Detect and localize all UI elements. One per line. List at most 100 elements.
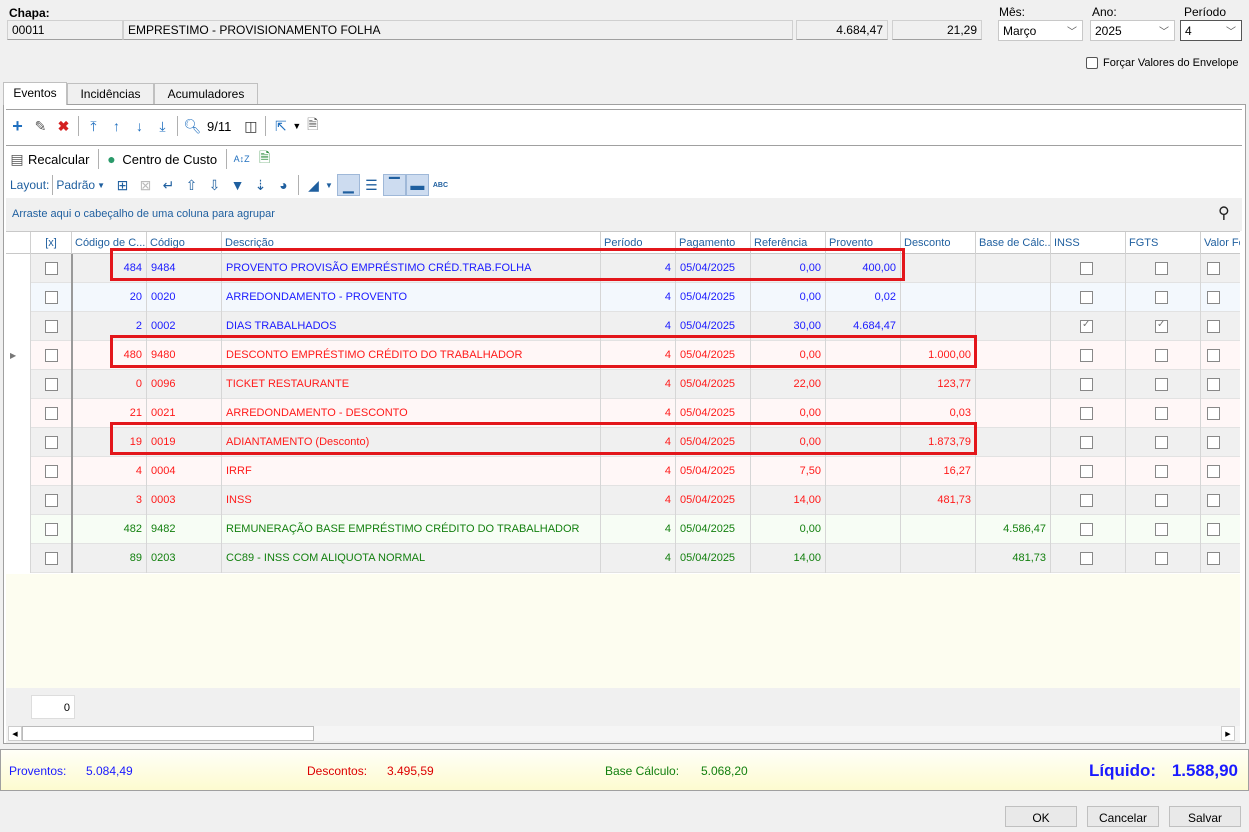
checkbox[interactable] [1207, 465, 1220, 478]
checkbox[interactable] [1207, 552, 1220, 565]
row-indicator[interactable] [6, 515, 30, 544]
checkbox[interactable] [1080, 407, 1093, 420]
checkbox[interactable] [1080, 349, 1093, 362]
edit-pencil-icon[interactable]: ✎ [34, 117, 47, 134]
checkbox[interactable] [45, 407, 58, 420]
mes-select[interactable]: Março ﹀ [998, 20, 1083, 41]
checkbox[interactable] [45, 436, 58, 449]
column-header[interactable]: Código [146, 232, 221, 254]
checkbox[interactable] [45, 320, 58, 333]
move-up-icon[interactable]: ⇧ [185, 176, 198, 193]
chart-icon[interactable]: ◢ [308, 176, 319, 193]
recalcular-button[interactable]: Recalcular [28, 151, 90, 167]
table-row[interactable]: 20 0020 ARREDONDAMENTO - PROVENTO 4 05/04/20… [6, 283, 1240, 312]
export-icon[interactable]: ⇱ [274, 117, 287, 134]
row-indicator[interactable] [6, 312, 30, 341]
checkbox[interactable] [1080, 523, 1093, 536]
checkbox[interactable] [45, 523, 58, 536]
checkbox[interactable] [1155, 319, 1168, 333]
checkbox[interactable] [1207, 494, 1220, 507]
column-header[interactable]: Base de Cálc... [975, 232, 1050, 254]
table-row[interactable]: 482 9482 REMUNERAÇÃO BASE EMPRÉSTIMO CRÉDI… [6, 515, 1240, 544]
checkbox[interactable] [1080, 552, 1093, 565]
group-panel-icon[interactable]: ▬ [405, 174, 429, 196]
add-row-icon[interactable]: ⊞ [116, 176, 129, 193]
column-header[interactable]: Provento [825, 232, 900, 254]
checkbox[interactable] [45, 552, 58, 565]
checkbox[interactable] [45, 349, 58, 362]
search-icon[interactable]: 🔍︎ [183, 117, 202, 134]
checkbox[interactable] [1155, 262, 1168, 275]
save-button[interactable]: Salvar [1169, 806, 1241, 827]
row-indicator[interactable] [6, 254, 30, 283]
centro-custo-button[interactable]: Centro de Custo [122, 151, 218, 167]
checkbox[interactable] [1207, 523, 1220, 536]
checkbox[interactable] [1080, 465, 1093, 478]
checkbox[interactable] [1080, 494, 1093, 507]
table-row[interactable]: 3 0003 INSS 4 05/04/2025 14,00 481,73 [6, 486, 1240, 515]
scroll-right-icon[interactable]: ▶ [1221, 726, 1235, 741]
checkbox[interactable] [1155, 349, 1168, 362]
checkbox[interactable] [45, 291, 58, 304]
checkbox[interactable] [1080, 291, 1093, 304]
column-header[interactable]: Referência [750, 232, 825, 254]
row-indicator[interactable] [6, 283, 30, 312]
row-indicator[interactable] [6, 457, 30, 486]
checkbox[interactable] [45, 262, 58, 275]
column-header[interactable]: [x] [30, 232, 71, 254]
checkbox[interactable] [1080, 262, 1093, 275]
column-header[interactable]: Descrição [221, 232, 600, 254]
document-check-icon[interactable]: 🗎 [258, 149, 271, 165]
periodo-select[interactable]: 4 ﹀ [1180, 20, 1242, 41]
checkbox[interactable] [1155, 523, 1168, 536]
next-record-icon[interactable]: ↓ [136, 118, 143, 134]
sort-az-icon[interactable]: A↕Z [233, 154, 250, 164]
document-icon[interactable]: 🗎 [307, 116, 319, 132]
column-header[interactable]: Pagamento [675, 232, 750, 254]
salary-field[interactable]: 4.684,47 [796, 20, 888, 40]
column-header[interactable]: FGTS [1125, 232, 1200, 254]
group-by-area[interactable]: Arraste aqui o cabeçalho de uma coluna p… [6, 198, 1242, 231]
table-row[interactable]: 0 0096 TICKET RESTAURANTE 4 05/04/2025 22,00 1… [6, 370, 1240, 399]
row-indicator[interactable] [6, 486, 30, 515]
column-header[interactable]: Código de C... [71, 232, 146, 254]
previous-record-icon[interactable]: ↑ [113, 118, 120, 134]
row-indicator[interactable] [6, 370, 30, 399]
columns-layout-icon[interactable]: ◫ [244, 117, 258, 134]
pin-icon[interactable]: ⇣ [254, 176, 267, 193]
delete-icon[interactable]: ✖ [57, 117, 70, 134]
checkbox[interactable] [1207, 320, 1220, 333]
employee-name-field[interactable]: EMPRESTIMO - PROVISIONAMENTO FOLHA [123, 20, 793, 40]
row-indicator[interactable] [6, 428, 30, 457]
horizontal-scrollbar[interactable]: ◀ ▶ [6, 726, 1240, 741]
checkbox[interactable] [1155, 436, 1168, 449]
paint-icon[interactable]: ▼ [230, 177, 245, 193]
tab-incidencias[interactable]: Incidências [67, 83, 154, 104]
caret-down-icon[interactable]: ▼ [97, 180, 105, 190]
ok-button[interactable]: OK [1005, 806, 1077, 827]
row-indicator[interactable]: ▶ [6, 341, 30, 370]
checkbox[interactable] [1207, 349, 1220, 362]
checkbox[interactable] [45, 378, 58, 391]
checkbox[interactable] [1080, 378, 1093, 391]
checkbox[interactable] [1207, 378, 1220, 391]
checkbox[interactable] [1155, 291, 1168, 304]
cancel-button[interactable]: Cancelar [1087, 806, 1159, 827]
insert-icon[interactable]: ↵ [162, 176, 175, 193]
table-row[interactable]: 89 0203 CC89 - INSS COM ALIQUOTA NORMAL 4 05… [6, 544, 1240, 573]
add-icon[interactable]: + [12, 115, 23, 136]
scroll-left-icon[interactable]: ◀ [8, 726, 22, 741]
forcar-checkbox[interactable] [1086, 57, 1098, 69]
footer-toggle-icon[interactable]: ▁ [336, 174, 360, 196]
move-down-icon[interactable]: ⇩ [208, 176, 221, 193]
remove-row-icon[interactable]: ⊠ [139, 176, 152, 193]
checkbox[interactable] [1155, 407, 1168, 420]
checkbox[interactable] [1207, 436, 1220, 449]
abc-icon[interactable]: ABC [432, 181, 448, 189]
table-row[interactable]: 4 0004 IRRF 4 05/04/2025 7,50 16,27 [6, 457, 1240, 486]
column-header[interactable]: INSS [1050, 232, 1125, 254]
split-rows-icon[interactable]: ☰ [365, 176, 378, 193]
last-record-icon[interactable]: ⤓ [159, 117, 166, 134]
checkbox[interactable] [1207, 291, 1220, 304]
checkbox[interactable] [1207, 407, 1220, 420]
